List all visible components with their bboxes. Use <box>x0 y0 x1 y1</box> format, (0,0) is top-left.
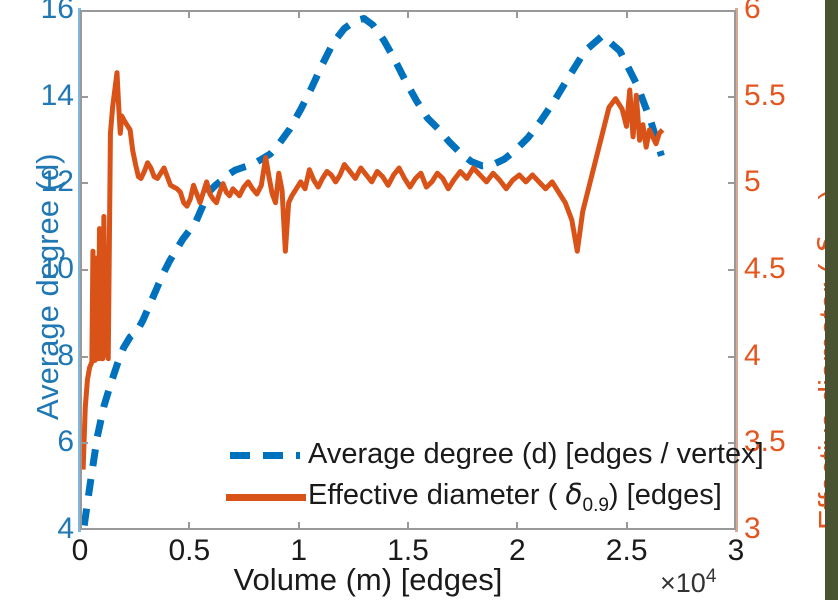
legend-delta-subscript: 0.9 <box>582 494 609 516</box>
legend-item-average-degree: Average degree (d) [edges / vertex] <box>222 436 764 476</box>
x-multiplier-base: ×10 <box>660 568 706 598</box>
right-tick-mark <box>728 442 736 445</box>
left-tick-label: 8 <box>57 338 74 372</box>
left-axis-line <box>78 8 81 532</box>
legend-item-effective-diameter: Effective diameter ( δ0.9) [edges] <box>222 476 722 516</box>
left-tick-label: 12 <box>40 165 74 199</box>
legend-swatch-dashed-icon <box>230 452 300 459</box>
right-tick-label: 4.5 <box>744 252 786 285</box>
left-tick-mark <box>80 269 88 271</box>
bottom-tick-mark <box>516 522 519 530</box>
bottom-tick-label: 0 <box>71 534 89 567</box>
bottom-tick-label: 0.5 <box>168 534 211 567</box>
right-tick-label: 5.5 <box>744 78 786 112</box>
bottom-tick-label: 3 <box>727 534 745 567</box>
series-effective-diameter <box>82 70 665 470</box>
right-tick-label: 4 <box>744 338 761 372</box>
right-tick-label: 6 <box>744 0 761 25</box>
legend-delta-symbol: δ <box>565 478 583 511</box>
left-tick-label: 14 <box>40 78 74 112</box>
right-tick-label: 3.5 <box>744 425 786 459</box>
legend-label-ed-pre: Effective diameter ( <box>308 479 566 511</box>
right-tick-label: 5 <box>744 165 761 199</box>
top-tick-mark <box>625 10 628 18</box>
plot-area <box>80 10 736 530</box>
right-tick-label: 3 <box>744 512 761 545</box>
top-tick-mark <box>188 10 191 18</box>
top-tick-mark <box>516 10 519 18</box>
series-average-degree <box>82 15 665 526</box>
bottom-tick-mark <box>188 522 191 530</box>
bottom-tick-label: 1.5 <box>387 534 429 567</box>
right-tick-mark <box>728 355 736 358</box>
bottom-tick-label: 2.5 <box>605 534 648 567</box>
top-tick-mark <box>297 10 300 18</box>
bottom-tick-mark <box>297 522 300 530</box>
right-edge-strip <box>825 0 838 600</box>
right-tick-mark <box>728 182 736 185</box>
left-tick-mark <box>80 355 88 358</box>
right-tick-mark <box>728 269 736 271</box>
left-axis-title: Average degree (d) <box>30 153 65 420</box>
bottom-tick-mark <box>407 522 409 530</box>
top-tick-mark <box>407 10 409 18</box>
legend-label-effective-diameter: Effective diameter ( δ0.9) [edges] <box>308 478 722 517</box>
left-tick-mark <box>80 95 88 98</box>
bottom-tick-label: 1 <box>290 534 307 567</box>
x-multiplier-exponent: 4 <box>705 566 717 587</box>
chart-curves <box>82 15 665 526</box>
left-tick-label: 6 <box>57 425 74 459</box>
left-tick-mark <box>80 442 88 445</box>
right-axis-line <box>735 8 738 532</box>
legend-swatch-solid-icon <box>226 494 306 501</box>
x-axis-title: Volume (m) [edges] <box>233 562 503 597</box>
bottom-tick-label: 2 <box>508 534 526 567</box>
legend-label-ed-post: ) [edges] <box>608 479 722 511</box>
left-tick-label: 16 <box>40 0 74 25</box>
legend: Average degree (d) [edges / vertex] Effe… <box>222 436 764 516</box>
legend-label-average-degree: Average degree (d) [edges / vertex] <box>308 438 764 470</box>
left-tick-mark <box>80 182 88 185</box>
left-tick-label: 4 <box>57 512 74 545</box>
left-tick-label: 10 <box>40 252 74 285</box>
bottom-tick-mark <box>625 522 628 530</box>
right-tick-mark <box>728 95 736 98</box>
x-axis-multiplier: ×104 <box>660 566 716 599</box>
